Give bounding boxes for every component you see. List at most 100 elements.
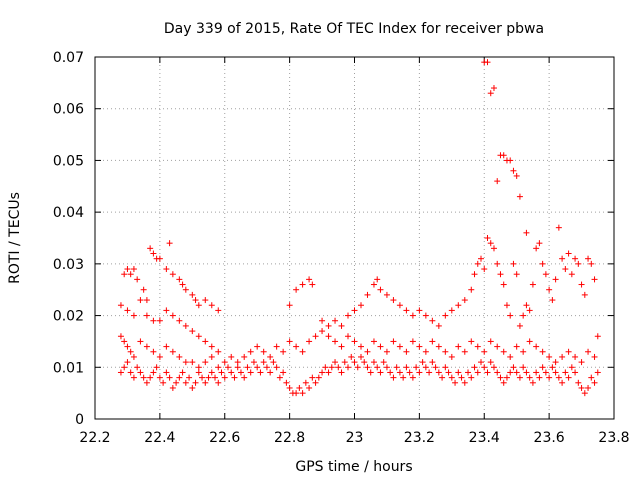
data-point (364, 364, 371, 371)
data-point (130, 353, 137, 360)
data-point (312, 333, 319, 340)
data-point (497, 271, 504, 278)
data-point (510, 260, 517, 267)
data-point (591, 353, 598, 360)
data-point (568, 271, 575, 278)
data-point (293, 343, 300, 350)
data-point (163, 266, 170, 273)
data-point (325, 333, 332, 340)
data-point (396, 343, 403, 350)
data-point (572, 255, 579, 262)
data-point (403, 307, 410, 314)
data-point (468, 338, 475, 345)
data-point (335, 364, 342, 371)
data-point (474, 260, 481, 267)
y-tick-label: 0.06 (53, 102, 84, 118)
data-point (208, 369, 215, 376)
data-point (169, 384, 176, 391)
data-point (130, 266, 137, 273)
data-point (471, 271, 478, 278)
data-point (202, 338, 209, 345)
data-point (130, 374, 137, 381)
data-point (442, 364, 449, 371)
data-point (416, 307, 423, 314)
data-point (552, 359, 559, 366)
data-point (195, 333, 202, 340)
data-point (516, 374, 523, 381)
data-point (370, 338, 377, 345)
data-point (357, 353, 364, 360)
data-point (121, 338, 128, 345)
x-tick-label: 23.2 (404, 430, 435, 446)
data-point (325, 369, 332, 376)
data-point (377, 286, 384, 293)
data-point (562, 369, 569, 376)
data-point (361, 359, 368, 366)
data-point (487, 338, 494, 345)
data-point (377, 369, 384, 376)
data-point (594, 369, 601, 376)
data-point (150, 250, 157, 257)
data-point (578, 281, 585, 288)
data-point (166, 240, 173, 247)
y-axis-label: ROTI / TECUs (7, 192, 23, 284)
data-point (127, 271, 134, 278)
data-point (351, 359, 358, 366)
data-point (490, 245, 497, 252)
data-point (487, 359, 494, 366)
data-point (147, 374, 154, 381)
data-point (429, 359, 436, 366)
x-tick-label: 23 (346, 430, 364, 446)
data-point (461, 379, 468, 386)
data-point (328, 364, 335, 371)
data-point (364, 291, 371, 298)
data-point (374, 276, 381, 283)
data-point (127, 348, 134, 355)
data-point (254, 343, 261, 350)
x-axis-label: GPS time / hours (295, 459, 412, 475)
data-point (536, 240, 543, 247)
data-point (383, 348, 390, 355)
data-point (510, 364, 517, 371)
data-point (306, 338, 313, 345)
data-point (218, 369, 225, 376)
data-point (140, 374, 147, 381)
data-point (370, 281, 377, 288)
data-point (575, 260, 582, 267)
data-point (163, 343, 170, 350)
data-point (461, 348, 468, 355)
data-point (231, 374, 238, 381)
y-tick-label: 0.03 (53, 257, 84, 273)
data-point (526, 338, 533, 345)
data-point (319, 328, 326, 335)
data-point (348, 353, 355, 360)
data-point (189, 291, 196, 298)
data-point (150, 317, 157, 324)
data-point (357, 343, 364, 350)
data-point (124, 343, 131, 350)
data-point (439, 374, 446, 381)
data-point (338, 369, 345, 376)
data-point (354, 364, 361, 371)
data-point (461, 297, 468, 304)
data-point (169, 348, 176, 355)
data-point (351, 338, 358, 345)
data-point (465, 369, 472, 376)
data-point (478, 359, 485, 366)
data-point (273, 364, 280, 371)
data-point (546, 374, 553, 381)
data-point (254, 364, 261, 371)
x-tick-label: 23.6 (534, 430, 565, 446)
y-tick-label: 0.05 (53, 153, 84, 169)
data-point (143, 343, 150, 350)
data-point (468, 286, 475, 293)
data-point (267, 353, 274, 360)
data-point (448, 307, 455, 314)
y-tick-label: 0.04 (53, 205, 84, 221)
data-point (575, 379, 582, 386)
data-point (494, 178, 501, 185)
data-point (341, 359, 348, 366)
data-point (283, 379, 290, 386)
data-point (176, 276, 183, 283)
